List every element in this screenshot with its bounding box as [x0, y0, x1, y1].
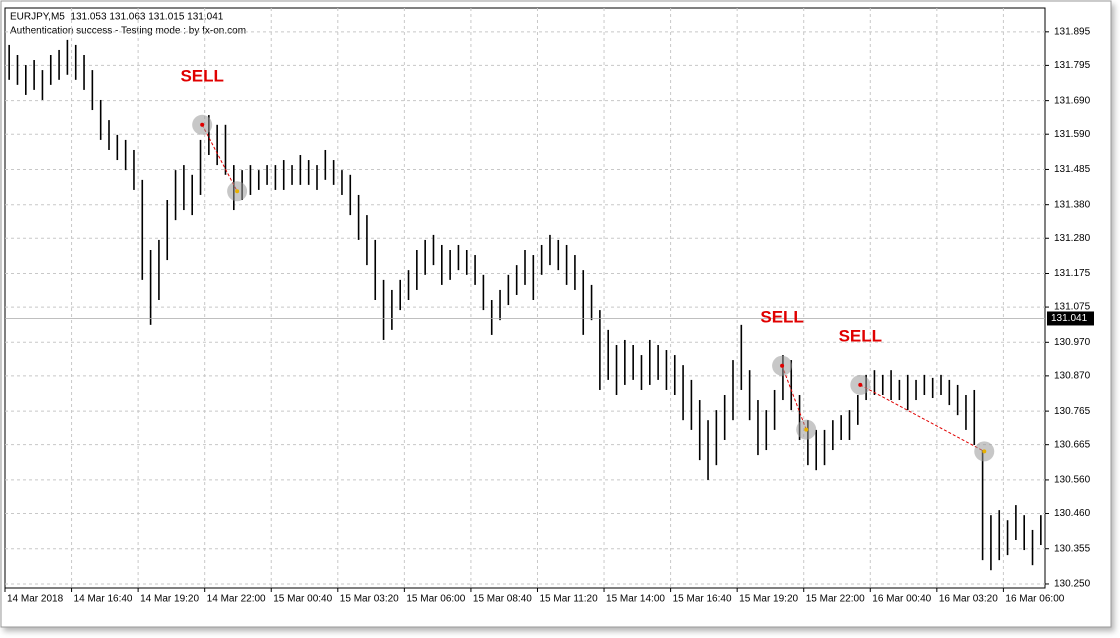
- trade-line: [201, 124, 238, 192]
- x-tick-label: 14 Mar 22:00: [207, 594, 266, 605]
- entry-dot: [858, 382, 863, 387]
- status-text: Authentication success - Testing mode : …: [10, 26, 246, 37]
- symbol-header: EURJPY,M5 131.053 131.063 131.015 131.04…: [10, 12, 224, 23]
- y-tick-label: 131.590: [1054, 129, 1091, 140]
- y-tick-label: 131.795: [1054, 60, 1091, 71]
- y-tick-label: 130.560: [1054, 475, 1091, 486]
- exit-dot: [804, 427, 809, 432]
- entry-dot: [200, 122, 205, 127]
- x-tick-label: 16 Mar 00:40: [872, 594, 931, 605]
- x-tick-label: 16 Mar 06:00: [1005, 594, 1064, 605]
- y-tick-label: 130.665: [1054, 439, 1091, 450]
- x-tick-label: 15 Mar 06:00: [406, 594, 465, 605]
- y-tick-label: 130.765: [1054, 406, 1091, 417]
- trade-line: [860, 384, 985, 452]
- plot-frame: [4, 7, 1046, 589]
- x-tick-label: 15 Mar 08:40: [473, 594, 532, 605]
- x-tick-label: 16 Mar 03:20: [939, 594, 998, 605]
- x-tick-label: 15 Mar 22:00: [806, 594, 865, 605]
- x-tick-label: 15 Mar 00:40: [273, 594, 332, 605]
- entry-dot: [780, 363, 785, 368]
- trade-label: SELL: [180, 66, 223, 85]
- y-tick-label: 131.485: [1054, 164, 1091, 175]
- x-tick-label: 15 Mar 03:20: [340, 594, 399, 605]
- current-price-label: 131.041: [1051, 313, 1088, 324]
- y-tick-label: 130.355: [1054, 543, 1091, 554]
- y-tick-label: 130.970: [1054, 337, 1091, 348]
- trade-line: [781, 365, 807, 430]
- exit-dot: [982, 449, 987, 454]
- current-price-box: [1047, 311, 1094, 326]
- x-tick-label: 14 Mar 2018: [7, 594, 64, 605]
- y-tick-label: 131.895: [1054, 26, 1091, 37]
- y-tick-label: 130.870: [1054, 371, 1091, 382]
- window-frame: [0, 0, 1112, 628]
- x-tick-label: 15 Mar 16:40: [673, 594, 732, 605]
- trade-label: SELL: [760, 307, 803, 326]
- x-tick-label: 15 Mar 11:20: [539, 594, 598, 605]
- y-tick-label: 130.460: [1054, 508, 1091, 519]
- y-tick-label: 131.075: [1054, 302, 1091, 313]
- x-tick-label: 15 Mar 14:00: [606, 594, 665, 605]
- y-tick-label: 131.280: [1054, 233, 1091, 244]
- x-tick-label: 14 Mar 16:40: [74, 594, 133, 605]
- x-tick-label: 15 Mar 19:20: [739, 594, 798, 605]
- x-tick-label: 14 Mar 19:20: [140, 594, 199, 605]
- y-tick-label: 130.250: [1054, 579, 1091, 590]
- y-tick-label: 131.690: [1054, 95, 1091, 106]
- y-tick-label: 131.380: [1054, 199, 1091, 210]
- y-tick-label: 131.175: [1054, 268, 1091, 279]
- trade-label: SELL: [839, 326, 882, 345]
- exit-dot: [235, 189, 240, 194]
